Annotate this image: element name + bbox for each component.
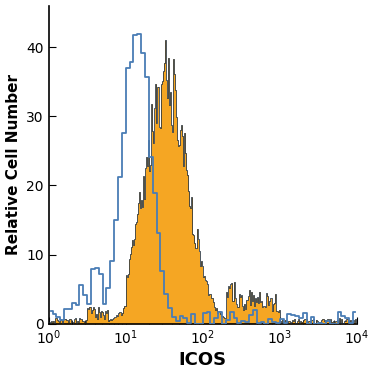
Y-axis label: Relative Cell Number: Relative Cell Number [6, 74, 21, 255]
X-axis label: ICOS: ICOS [178, 351, 227, 369]
